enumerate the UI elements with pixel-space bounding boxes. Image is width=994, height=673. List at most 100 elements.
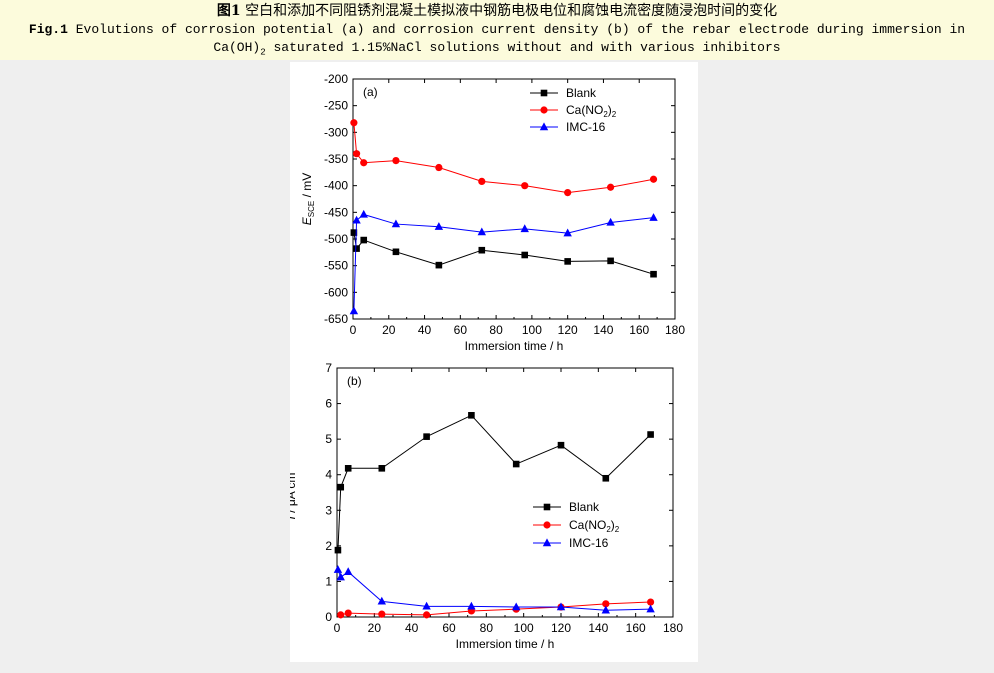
data-point-blank — [337, 483, 345, 491]
legend-marker-cano2 — [540, 106, 548, 114]
legend-marker-cano2 — [543, 521, 551, 529]
data-point-imc16 — [434, 222, 444, 230]
x-tick-label: 120 — [558, 323, 578, 337]
legend-label-text: Blank — [569, 500, 600, 514]
data-point-cano2 — [360, 159, 368, 167]
data-point-cano2 — [378, 610, 386, 618]
data-point-blank — [650, 270, 657, 278]
data-point-blank — [378, 465, 386, 472]
series-line-cano2 — [353, 122, 654, 194]
data-point-imc16 — [646, 604, 655, 613]
y-axis-label-symbol: I — [290, 516, 298, 520]
x-axis-label: Immersion time / h — [465, 339, 564, 353]
data-point-cano2 — [602, 600, 610, 608]
x-tick-label: 60 — [442, 621, 456, 635]
caption-en-text-line2b: saturated 1.15%NaCl solutions without an… — [265, 40, 781, 55]
legend-label-cano2: Ca(NO2)2 — [566, 103, 617, 119]
legend-label-cano2: Ca(NO2)2 — [569, 518, 620, 534]
data-point-cano2 — [564, 189, 572, 197]
data-point-cano2 — [647, 598, 655, 606]
data-point-cano2 — [607, 183, 615, 191]
data-point-imc16 — [333, 565, 343, 573]
data-point-imc16 — [606, 217, 615, 226]
y-tick-label: -300 — [324, 125, 348, 139]
y-tick-label: -200 — [324, 72, 348, 86]
data-point-blank — [602, 474, 610, 482]
x-tick-label: 160 — [629, 323, 649, 337]
data-point-imc16 — [359, 209, 368, 218]
series-line-blank — [353, 232, 654, 275]
data-point-blank — [512, 460, 520, 468]
data-point-imc16 — [556, 602, 566, 611]
y-axis-label-symbol: E — [300, 216, 314, 225]
caption-chinese: 图1 空白和添加不同阻锈剂混凝土模拟液中钢筋电极电位和腐蚀电流密度随浸泡时间的变… — [0, 1, 994, 21]
figure-caption: 图1 空白和添加不同阻锈剂混凝土模拟液中钢筋电极电位和腐蚀电流密度随浸泡时间的变… — [0, 0, 994, 60]
legend-label-text: Ca(NO — [566, 103, 603, 117]
data-point-cano2 — [337, 611, 345, 619]
y-tick-label: -400 — [324, 179, 348, 193]
data-point-imc16 — [467, 601, 476, 610]
data-point-cano2 — [521, 182, 529, 190]
x-tick-label: 80 — [489, 323, 503, 337]
data-point-blank — [478, 246, 486, 254]
data-point-imc16 — [520, 224, 529, 233]
legend-label-imc16: IMC-16 — [569, 536, 609, 550]
plot-frame — [336, 367, 674, 618]
legend-label-imc16: IMC-16 — [566, 120, 606, 134]
panel-label: (b) — [347, 374, 362, 388]
caption-english-line2: Ca(OH)2 saturated 1.15%NaCl solutions wi… — [0, 39, 994, 57]
x-tick-label: 40 — [418, 323, 432, 337]
legend-label-subscript: 2 — [603, 110, 608, 119]
caption-en-text-line2a: Ca(OH) — [213, 40, 261, 55]
figure-panel: 0 20 40 60 80 100 120 140 160 180 -650 -600 -550 -500… — [283, 62, 698, 662]
data-point-imc16 — [349, 306, 359, 315]
data-point-imc16 — [477, 227, 486, 236]
legend-label-text: Ca(NO — [569, 518, 606, 532]
y-tick-label: 3 — [325, 503, 332, 517]
legend-marker-blank — [540, 89, 548, 97]
legend-marker-imc16 — [542, 538, 552, 547]
legend-label-text: ) — [611, 518, 615, 532]
x-tick-label: 180 — [663, 621, 683, 635]
legend-label-text: IMC-16 — [569, 536, 609, 550]
data-point-cano2 — [435, 163, 443, 172]
data-point-imc16 — [512, 602, 521, 611]
x-tick-label: 160 — [626, 621, 646, 635]
data-point-blank — [607, 257, 614, 265]
data-point-blank — [521, 251, 529, 259]
caption-en-figure-number: Fig.1 — [28, 22, 68, 37]
caption-cn-text: 空白和添加不同阻锈剂混凝土模拟液中钢筋电极电位和腐蚀电流密度随浸泡时间的变化 — [245, 3, 778, 19]
figure-svg: 0 20 40 60 80 100 120 140 160 180-650-600-550-500… — [283, 72, 685, 651]
y-tick-label: -250 — [324, 99, 348, 113]
data-point-blank — [564, 258, 571, 265]
series-imc16 — [333, 565, 655, 614]
data-point-cano2 — [352, 150, 361, 158]
x-tick-label: 120 — [551, 621, 571, 635]
series-line-blank — [337, 414, 651, 551]
data-point-imc16 — [391, 219, 401, 228]
y-tick-label: -550 — [324, 259, 348, 273]
caption-en-text-line1: Evolutions of corrosion potential (a) an… — [75, 22, 966, 37]
x-axis-label: Immersion time / h — [456, 637, 555, 651]
data-point-imc16 — [601, 605, 610, 614]
data-point-imc16 — [377, 596, 386, 605]
legend-marker-blank — [543, 503, 551, 511]
data-point-cano2 — [344, 609, 352, 617]
x-tick-label: 20 — [368, 621, 382, 635]
y-tick-label: -500 — [324, 232, 348, 246]
data-point-cano2 — [350, 119, 358, 127]
x-tick-label: 100 — [514, 621, 534, 635]
y-tick-label: -600 — [324, 285, 348, 299]
y-tick-label: -450 — [324, 205, 348, 219]
data-point-blank — [360, 236, 368, 244]
x-tick-label: 80 — [480, 621, 494, 635]
data-point-blank — [468, 412, 475, 419]
x-tick-label: 140 — [593, 323, 613, 337]
data-point-imc16 — [336, 572, 345, 581]
caption-cn-figure-number: 图1 — [216, 3, 241, 19]
series-blank — [334, 412, 654, 554]
data-point-blank — [353, 245, 360, 252]
x-tick-label: 140 — [588, 621, 608, 635]
y-axis-label: ESCE / mV — [300, 173, 316, 225]
